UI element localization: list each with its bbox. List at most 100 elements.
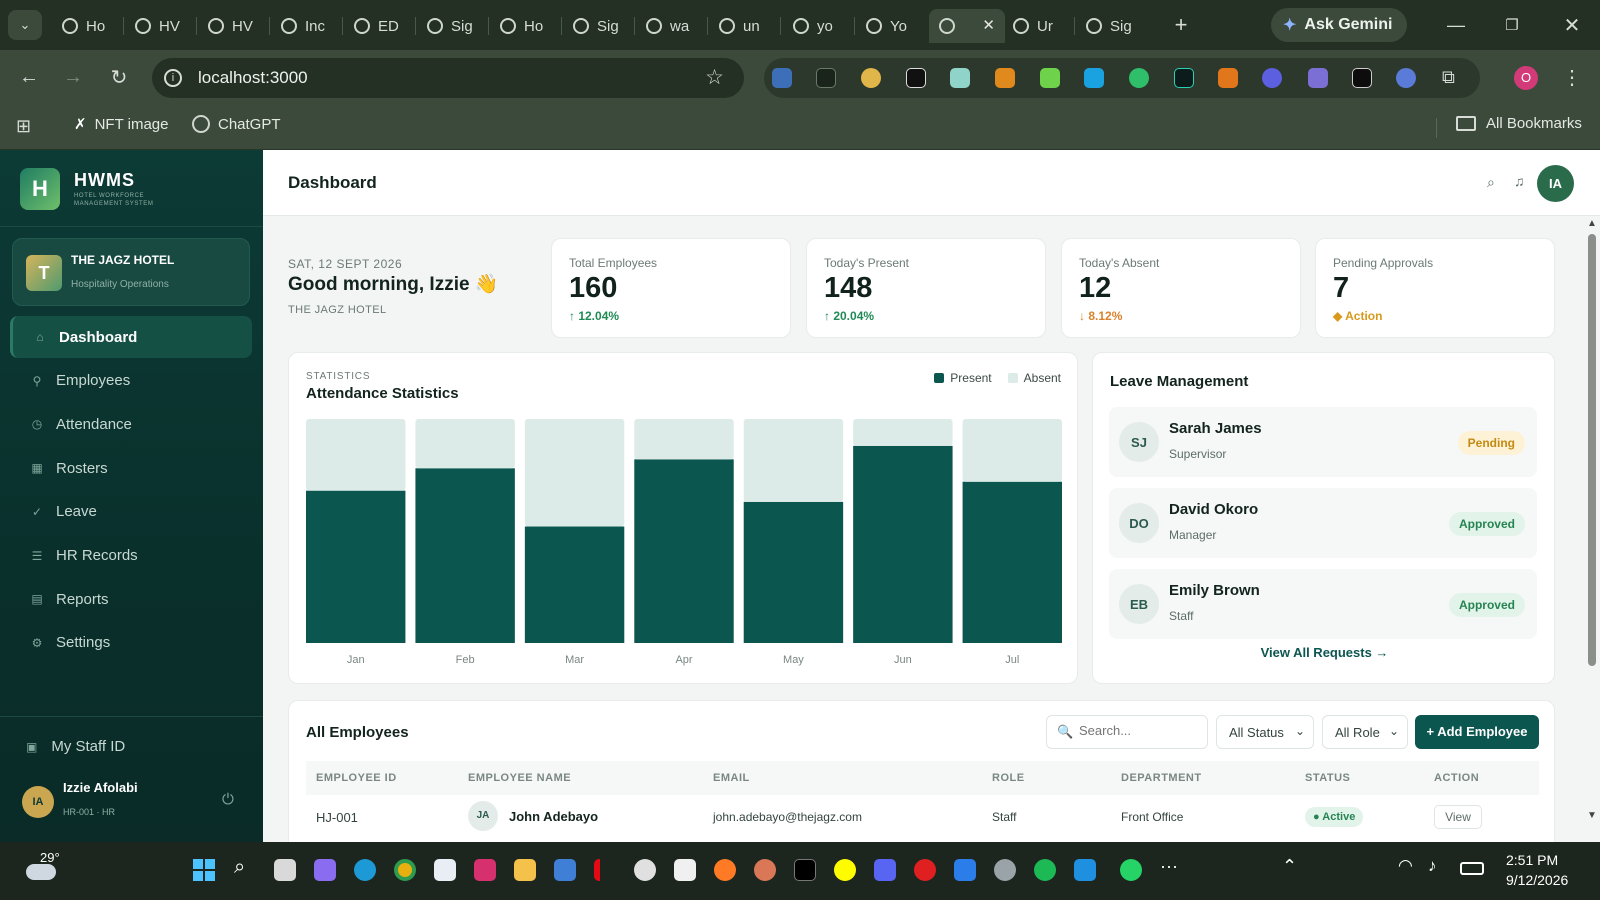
header-avatar[interactable]: IA xyxy=(1537,165,1574,202)
bookmark-chatgpt[interactable]: ChatGPT xyxy=(192,115,281,133)
browser-tab[interactable]: wa xyxy=(636,9,706,43)
all-bookmarks[interactable]: All Bookmarks xyxy=(1456,115,1582,132)
menu-kebab-icon[interactable]: ⋮ xyxy=(1562,66,1582,89)
app-icon[interactable] xyxy=(634,859,656,881)
sidebar-item-leave[interactable]: ✓ Leave xyxy=(10,491,252,533)
battery-icon[interactable] xyxy=(1460,862,1484,875)
app-icon[interactable] xyxy=(954,859,976,881)
search-icon[interactable]: ⌕ xyxy=(1487,174,1495,190)
app-icon[interactable] xyxy=(554,859,576,881)
wifi-icon[interactable]: ◠ xyxy=(1398,856,1413,875)
browser-tab[interactable]: HV xyxy=(198,9,268,43)
browser-tab[interactable]: ED xyxy=(344,9,414,43)
user-avatar[interactable]: IA xyxy=(22,786,54,818)
leave-request-item[interactable]: EB Emily Brown Staff Approved xyxy=(1109,569,1537,639)
role-filter-select[interactable]: All Role ⌄ xyxy=(1322,715,1408,749)
extension-icon[interactable] xyxy=(1040,68,1060,88)
hotel-card[interactable]: T THE JAGZ HOTEL Hospitality Operations xyxy=(12,238,250,306)
extension-icon[interactable] xyxy=(816,68,836,88)
leave-request-item[interactable]: DO David Okoro Manager Approved xyxy=(1109,488,1537,558)
snapchat-icon[interactable] xyxy=(834,859,856,881)
extension-icon[interactable] xyxy=(1084,68,1104,88)
forward-icon[interactable]: → xyxy=(63,65,83,88)
chrome-icon[interactable] xyxy=(394,859,416,881)
scroll-down-icon[interactable]: ▼ xyxy=(1587,810,1597,821)
extension-icon[interactable] xyxy=(906,68,926,88)
scroll-up-icon[interactable]: ▲ xyxy=(1587,218,1597,229)
view-employee-button[interactable]: View xyxy=(1434,805,1482,829)
explorer-icon[interactable] xyxy=(514,859,536,881)
firefox-icon[interactable] xyxy=(714,859,736,881)
taskbar-search-icon[interactable]: ⌕ xyxy=(234,856,246,878)
browser-tab[interactable]: HV xyxy=(125,9,195,43)
close-window-icon[interactable]: ✕ xyxy=(1563,14,1581,37)
browser-tab[interactable]: Sig xyxy=(417,9,487,43)
extension-icon[interactable] xyxy=(1262,68,1282,88)
view-all-requests-link[interactable]: View All Requests → xyxy=(1260,645,1389,660)
search-input[interactable] xyxy=(1079,723,1199,738)
weather-icon[interactable] xyxy=(26,864,56,880)
browser-tab[interactable]: Sig xyxy=(563,9,633,43)
back-icon[interactable]: ← xyxy=(19,65,39,88)
add-employee-button[interactable]: + Add Employee xyxy=(1415,715,1539,749)
browser-tab[interactable]: Ho xyxy=(52,9,122,43)
vscode-icon[interactable] xyxy=(1074,859,1096,881)
browser-tab[interactable]: ✕ xyxy=(929,9,1005,43)
profile-avatar[interactable]: O xyxy=(1514,66,1538,90)
page-scrollbar[interactable]: ▲ ▼ xyxy=(1584,216,1600,842)
more-icon[interactable]: ··· xyxy=(1160,856,1178,876)
spotify-icon[interactable] xyxy=(1034,859,1056,881)
reload-icon[interactable]: ↻ xyxy=(110,66,128,89)
opera-icon[interactable] xyxy=(914,859,936,881)
weather-temp[interactable]: 29° xyxy=(40,850,60,865)
browser-tab[interactable]: Inc xyxy=(271,9,341,43)
extensions-puzzle-icon[interactable]: ⧉ xyxy=(1442,67,1455,87)
sidebar-item-rosters[interactable]: ▦ Rosters xyxy=(10,447,252,489)
status-filter-select[interactable]: All Status ⌄ xyxy=(1216,715,1314,749)
leave-request-item[interactable]: SJ Sarah James Supervisor Pending xyxy=(1109,407,1537,477)
extension-icon[interactable] xyxy=(1308,68,1328,88)
claude-icon[interactable] xyxy=(754,859,776,881)
extension-icon[interactable] xyxy=(950,68,970,88)
url-text[interactable]: localhost:3000 xyxy=(198,68,308,87)
new-tab-button[interactable]: + xyxy=(1174,12,1188,37)
clock-time[interactable]: 2:51 PM xyxy=(1506,852,1559,868)
volume-icon[interactable]: ♪ xyxy=(1428,856,1437,875)
extension-icon[interactable] xyxy=(995,68,1015,88)
apps-grid-icon[interactable]: ⊞ xyxy=(16,116,32,136)
site-info-icon[interactable]: i xyxy=(164,69,182,87)
start-icon[interactable] xyxy=(193,859,215,881)
tab-search-icon[interactable]: ⌄ xyxy=(8,10,42,40)
whatsapp-icon[interactable] xyxy=(1120,859,1142,881)
address-bar[interactable]: i localhost:3000 ☆ xyxy=(152,58,744,98)
store-icon[interactable] xyxy=(434,859,456,881)
extension-icon[interactable] xyxy=(1218,68,1238,88)
clock-date[interactable]: 9/12/2026 xyxy=(1506,872,1569,888)
sidebar-item-employees[interactable]: ⚲ Employees xyxy=(10,360,252,402)
employee-search[interactable]: 🔍 xyxy=(1046,715,1208,749)
discord-icon[interactable] xyxy=(874,859,896,881)
sidebar-item-hr-records[interactable]: ☰ HR Records xyxy=(10,535,252,577)
tray-chevron-icon[interactable]: ⌃ xyxy=(1282,856,1298,876)
extension-icon[interactable] xyxy=(1396,68,1416,88)
copilot-icon[interactable] xyxy=(314,859,336,881)
sidebar-item-dashboard[interactable]: ⌂ Dashboard xyxy=(10,316,252,358)
sidebar-item-attendance[interactable]: ◷ Attendance xyxy=(10,403,252,445)
tradingview-icon[interactable] xyxy=(674,859,696,881)
netflix-icon[interactable] xyxy=(594,859,616,881)
tab-close-icon[interactable]: ✕ xyxy=(982,17,995,34)
sidebar-item-reports[interactable]: ▤ Reports xyxy=(10,578,252,620)
minimize-icon[interactable]: — xyxy=(1447,14,1465,35)
browser-tab[interactable]: un xyxy=(709,9,779,43)
extension-icon[interactable] xyxy=(1352,68,1372,88)
bell-icon[interactable]: ♫ xyxy=(1514,173,1525,189)
restore-icon[interactable]: ❐ xyxy=(1505,17,1519,34)
star-icon[interactable]: ☆ xyxy=(705,66,724,89)
table-row[interactable]: HJ-001 JA John Adebayo john.adebayo@thej… xyxy=(306,795,1539,839)
settings-icon[interactable] xyxy=(994,859,1016,881)
browser-tab[interactable]: Ur xyxy=(1003,9,1073,43)
browser-tab[interactable]: yo xyxy=(783,9,853,43)
scrollbar-thumb[interactable] xyxy=(1588,234,1596,666)
bookmark-nft-image[interactable]: ✗ NFT image xyxy=(74,115,169,134)
task-view-icon[interactable] xyxy=(274,859,296,881)
